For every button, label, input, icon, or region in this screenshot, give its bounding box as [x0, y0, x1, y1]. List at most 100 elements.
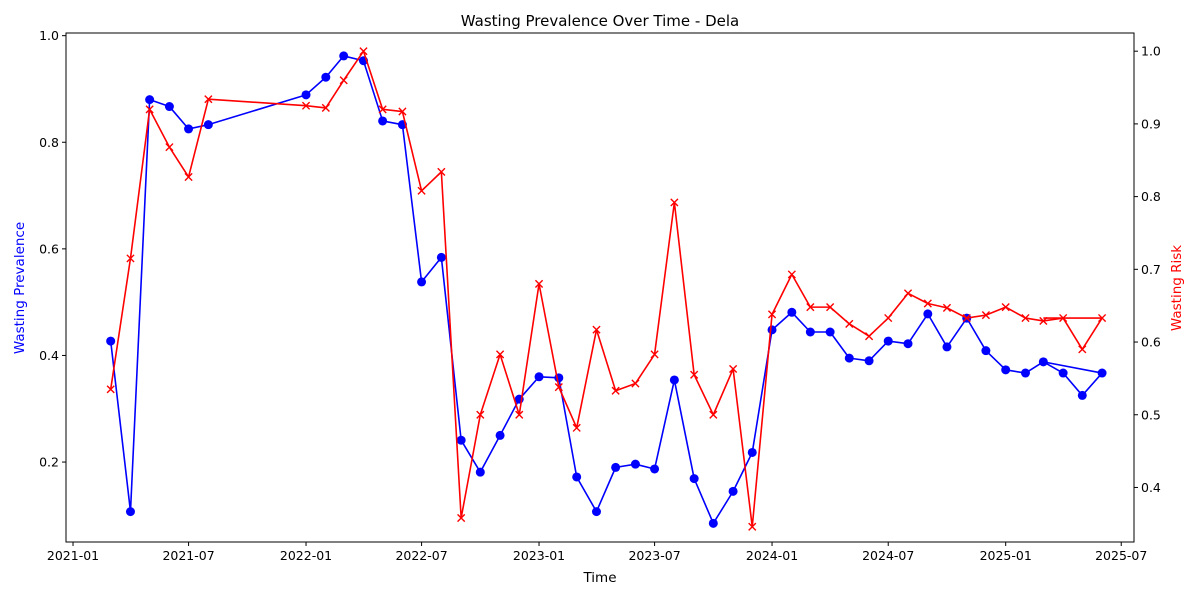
data-point-circle: [436, 252, 446, 262]
chart-title: Wasting Prevalence Over Time - Dela: [461, 12, 739, 30]
data-point-circle: [1020, 368, 1030, 378]
data-point-x: [903, 289, 913, 298]
y-left-tick-label: 1.0: [39, 28, 59, 43]
series-line: [109, 50, 1103, 528]
y-axis-left-label: Wasting Prevalence: [12, 222, 28, 354]
data-point-x: [962, 313, 971, 323]
data-point-x: [495, 350, 505, 359]
series-line: [109, 55, 1103, 525]
series-right-1: [106, 47, 1107, 531]
series-left-0: [106, 51, 1107, 528]
data-point-circle: [1001, 365, 1011, 375]
y-right-tick-label: 0.8: [1141, 189, 1161, 204]
data-point-x: [145, 105, 154, 114]
data-point-circle: [378, 116, 388, 126]
y-left-tick-label: 0.8: [39, 135, 59, 150]
data-point-x: [437, 167, 446, 176]
data-point-circle: [572, 472, 582, 482]
y-left-tick-label: 0.2: [39, 455, 59, 470]
y-axis-right-label: Wasting Risk: [1169, 245, 1185, 331]
data-point-x: [611, 386, 620, 395]
data-point-x: [126, 254, 135, 263]
data-point-circle: [475, 467, 485, 477]
data-point-circle: [456, 435, 466, 445]
series-layer: [106, 47, 1107, 531]
x-tick-label: 2024-01: [746, 548, 798, 563]
data-point-circle: [767, 325, 777, 335]
data-point-x: [709, 410, 718, 419]
y-axis-right: 0.4 0.5 0.6 0.7 0.8 0.9 1.0: [1134, 44, 1161, 495]
data-point-x: [670, 198, 679, 207]
data-point-x: [417, 186, 426, 195]
data-point-x: [204, 95, 213, 104]
data-point-circle: [534, 372, 544, 382]
data-point-x: [1078, 345, 1087, 354]
data-point-circle: [805, 327, 815, 337]
data-point-x: [457, 513, 466, 523]
data-point-x: [378, 105, 387, 114]
data-point-circle: [301, 90, 311, 100]
data-point-circle: [923, 309, 933, 319]
x-tick-label: 2023-07: [628, 548, 680, 563]
data-point-circle: [708, 518, 718, 528]
y-left-tick-label: 0.4: [39, 348, 59, 363]
data-point-circle: [145, 95, 155, 105]
data-point-x: [845, 319, 854, 328]
data-point-x: [690, 370, 699, 379]
data-point-x: [981, 311, 990, 320]
y-left-tick-label: 0.6: [39, 241, 59, 256]
data-point-circle: [417, 277, 427, 287]
data-point-circle: [844, 353, 854, 363]
y-right-tick-label: 0.7: [1141, 262, 1161, 277]
x-tick-label: 2021-01: [47, 548, 99, 563]
data-point-x: [806, 303, 815, 312]
x-tick-label: 2025-01: [980, 548, 1032, 563]
series-left-2: [1043, 361, 1103, 374]
data-point-x: [301, 101, 311, 110]
data-point-circle: [164, 102, 174, 112]
data-point-circle: [787, 307, 797, 317]
data-point-x: [554, 383, 563, 392]
data-point-circle: [669, 375, 679, 385]
data-point-circle: [630, 459, 640, 469]
y-axis-left: 0.2 0.4 0.6 0.8 1.0: [39, 28, 66, 470]
data-point-circle: [1058, 368, 1068, 378]
data-point-circle: [321, 72, 331, 82]
data-point-x: [184, 172, 193, 182]
data-point-x: [359, 47, 368, 56]
data-point-x: [729, 364, 738, 374]
data-point-circle: [903, 339, 913, 349]
data-point-x: [106, 385, 115, 394]
data-point-x: [398, 107, 407, 116]
data-point-x: [787, 270, 796, 279]
y-right-tick-label: 0.6: [1141, 335, 1161, 350]
data-point-x: [650, 350, 659, 359]
data-point-circle: [203, 120, 213, 130]
data-point-x: [884, 313, 893, 323]
data-point-x: [572, 423, 581, 432]
data-point-circle: [942, 342, 952, 352]
data-point-x: [631, 379, 640, 388]
data-point-x: [864, 332, 874, 341]
data-point-x: [592, 325, 601, 334]
x-tick-label: 2021-07: [162, 548, 214, 563]
data-point-circle: [591, 507, 601, 517]
x-tick-label: 2025-07: [1095, 548, 1147, 563]
data-point-circle: [864, 356, 874, 366]
data-point-circle: [728, 486, 738, 496]
data-point-x: [1001, 303, 1010, 312]
y-right-tick-label: 1.0: [1141, 44, 1161, 59]
data-point-circle: [1077, 390, 1087, 400]
data-point-x: [748, 522, 757, 531]
data-point-x: [476, 410, 485, 419]
data-point-circle: [689, 474, 699, 484]
data-point-circle: [495, 430, 505, 440]
data-point-x: [515, 410, 524, 419]
data-point-circle: [106, 336, 116, 346]
data-point-x: [534, 279, 544, 288]
x-axis-label: Time: [582, 570, 616, 586]
y-right-tick-label: 0.9: [1141, 116, 1161, 131]
data-point-circle: [650, 464, 660, 474]
x-tick-label: 2023-01: [513, 548, 565, 563]
